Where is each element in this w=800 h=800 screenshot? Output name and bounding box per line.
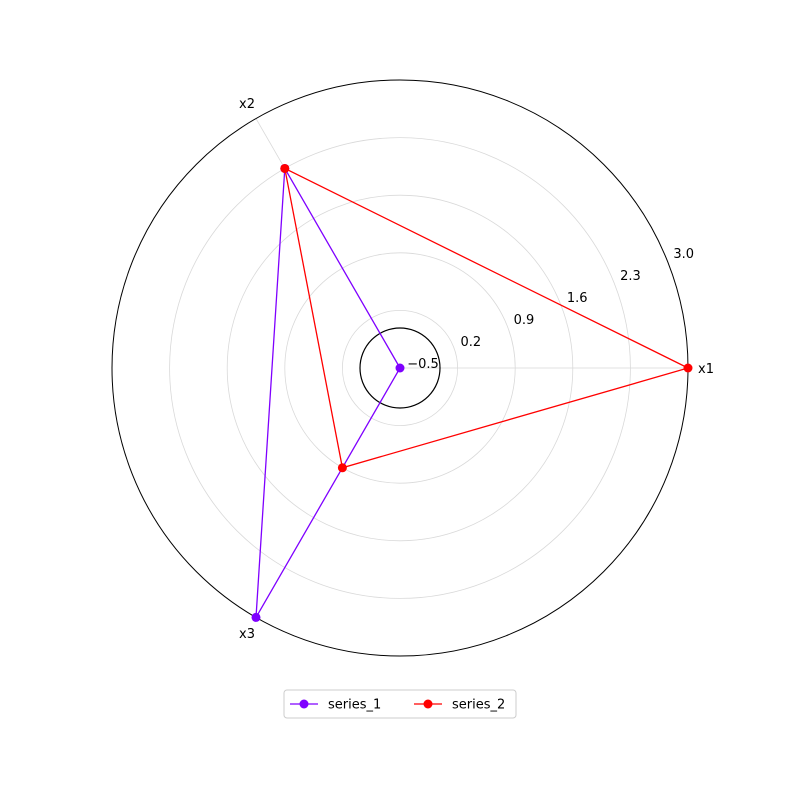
legend-marker-series-1 <box>299 699 309 709</box>
series-2-point-x1 <box>683 363 693 373</box>
rtick-label-4: 2.3 <box>620 269 641 284</box>
legend-marker-series-2 <box>423 699 433 709</box>
series-2-point-x2 <box>280 163 290 173</box>
rtick-label-2: 0.9 <box>514 313 535 328</box>
legend-frame <box>283 689 517 719</box>
series-1-point-x1 <box>395 363 405 373</box>
inner-origin-circle <box>359 327 441 409</box>
series-line-2 <box>283 167 690 469</box>
legend-label-series-2: series_2 <box>452 698 505 713</box>
category-label-x1: x1 <box>698 362 714 377</box>
legend: series_1 series_2 <box>283 689 517 719</box>
rtick-label-0: −0.5 <box>407 357 439 372</box>
series-line-1 <box>255 166 401 618</box>
category-label-x3: x3 <box>239 627 255 642</box>
rtick-label-3: 1.6 <box>567 291 588 306</box>
series-layer <box>251 163 693 622</box>
rtick-label-1: 0.2 <box>460 335 481 350</box>
legend-label-series-1: series_1 <box>328 698 381 713</box>
category-label-x2: x2 <box>239 97 255 112</box>
category-labels: x1 x2 x3 <box>239 97 714 642</box>
radial-tick-labels: −0.5 0.2 0.9 1.6 2.3 3.0 <box>407 247 694 372</box>
series-1-point-x3 <box>251 612 261 622</box>
series-2-point-x3 <box>337 463 347 473</box>
rtick-label-5: 3.0 <box>673 247 694 262</box>
